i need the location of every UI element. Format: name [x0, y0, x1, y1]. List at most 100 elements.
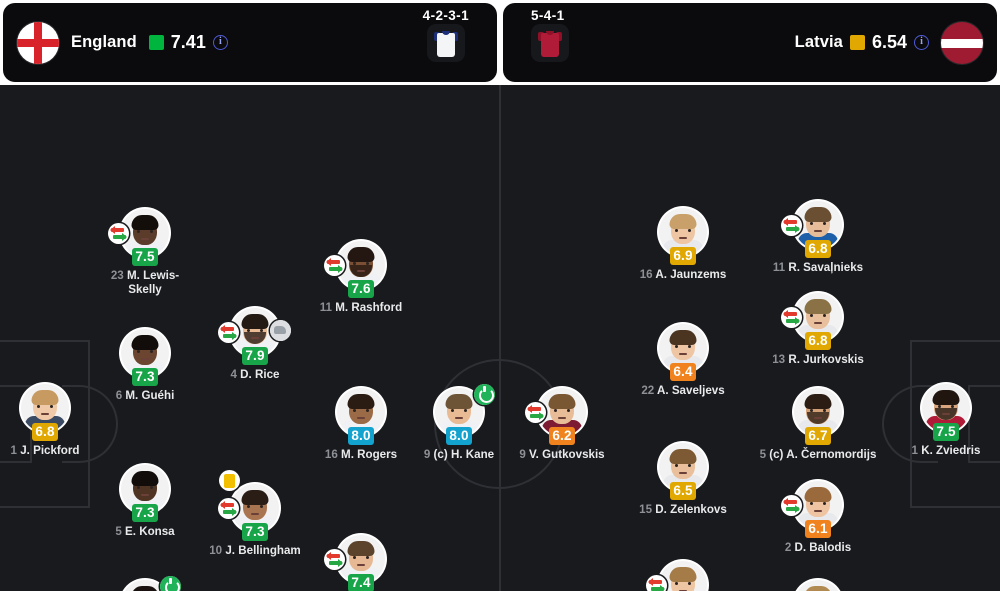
- player-card-a-jaunzems[interactable]: 6.9 16 A. Jaunzems: [623, 208, 743, 282]
- substitution-icon: [108, 223, 129, 244]
- avatar: [21, 384, 69, 432]
- player-name: 2 D. Balodis: [784, 541, 852, 554]
- player-rating: 7.6: [348, 280, 374, 298]
- home-rating-group: 7.41 i: [148, 32, 228, 53]
- england-flag-icon: [17, 21, 59, 64]
- avatar: [922, 384, 970, 432]
- home-formation: 4-2-3-1: [422, 8, 469, 23]
- player-name: 10 J. Bellingham: [209, 544, 301, 557]
- player-rating: 6.9: [670, 247, 696, 265]
- player-avatar-wrap[interactable]: ★8.4: [121, 576, 181, 591]
- player-card-m-rogers[interactable]: 8.0 16 M. Rogers: [301, 388, 421, 462]
- player-rating: 6.5: [670, 482, 696, 500]
- player-card-a-saveljevs[interactable]: 6.4 22 A. Saveljevs: [623, 324, 743, 398]
- player-card-m-gu-hi[interactable]: 7.3 6 M. Guéhi: [85, 329, 205, 403]
- player-card-r-jurkovskis[interactable]: 6.8 13 R. Jurkovskis: [758, 293, 878, 367]
- goal-icon: [160, 576, 181, 591]
- player-card-d-rice[interactable]: 7.9 4 D. Rice: [195, 308, 315, 382]
- player-card-a-ernomordijs[interactable]: 6.7 5 (c) A. Černomordijs: [758, 388, 878, 462]
- player-name: 1 J. Pickford: [10, 444, 80, 457]
- player-avatar-wrap[interactable]: 6.7: [794, 388, 842, 445]
- avatar: [121, 580, 169, 591]
- yellow-card-icon: [219, 470, 240, 491]
- halfway-line: [499, 85, 501, 591]
- player-number: 9: [423, 448, 431, 461]
- player-card-d-zelenkovs[interactable]: 6.5 15 D. Zelenkovs: [623, 443, 743, 517]
- player-card-m-rashford[interactable]: 7.6 11 M. Rashford: [301, 241, 421, 315]
- home-team-identity: England 7.41 i: [17, 3, 228, 82]
- player-number: 10: [209, 544, 223, 557]
- player-number: 11: [772, 261, 786, 274]
- player-number: 11: [319, 301, 333, 314]
- home-team-rating: 7.41: [170, 32, 206, 52]
- player-avatar-wrap[interactable]: 6.8: [781, 293, 842, 350]
- player-card-e-konsa[interactable]: 7.3 5 E. Konsa: [85, 465, 205, 539]
- player-avatar-wrap[interactable]: 6.4: [646, 561, 707, 591]
- avatar: [794, 580, 842, 591]
- player-avatar-wrap[interactable]: 6.2: [525, 388, 586, 445]
- player-card-j-bellingham[interactable]: 7.3 10 J. Bellingham: [195, 470, 315, 558]
- away-team-identity: Latvia 6.54 i: [795, 3, 983, 82]
- player-rating: 6.7: [805, 427, 831, 445]
- player-card-r-james[interactable]: ★8.43 R. James: [85, 576, 205, 591]
- player-card-j-bowen[interactable]: 7.420 J. Bowen: [301, 535, 421, 591]
- player-avatar-wrap[interactable]: 6.5: [659, 443, 707, 500]
- player-rating: 7.4: [348, 574, 374, 591]
- player-avatar-wrap[interactable]: 8.0: [435, 384, 495, 445]
- player-number: 13: [772, 353, 786, 366]
- player-card-k-zviedris[interactable]: 7.5 1 K. Zviedris: [886, 384, 1000, 458]
- player-avatar-wrap[interactable]: 6.4: [659, 324, 707, 381]
- player-card-d-balodis[interactable]: 6.1 2 D. Balodis: [758, 481, 878, 555]
- player-card-a-ciganiks[interactable]: 6.414 A. Ciganiks: [758, 580, 878, 591]
- player-avatar-wrap[interactable]: 7.3: [218, 470, 279, 541]
- player-card-j-ikaunieks[interactable]: 6.410 J. Ikaunieks: [623, 561, 743, 591]
- away-formation: 5-4-1: [531, 8, 565, 23]
- home-rating-color-chip: [148, 35, 164, 50]
- away-team-header[interactable]: 5-4-1 Latvia 6.54 i: [503, 3, 997, 82]
- player-card-j-pickford[interactable]: 6.8 1 J. Pickford: [0, 384, 105, 458]
- player-avatar-wrap[interactable]: 7.5: [922, 384, 970, 441]
- player-rating: 6.8: [805, 332, 831, 350]
- player-rating: 7.5: [933, 423, 959, 441]
- player-card-h-kane[interactable]: 8.0 9 (c) H. Kane: [399, 384, 519, 462]
- player-rating: 7.3: [132, 368, 158, 386]
- player-card-m-lewis-skelly[interactable]: 7.5 23 M. Lewis- Skelly: [85, 209, 205, 296]
- player-avatar-wrap[interactable]: 6.9: [659, 208, 707, 265]
- player-rating: 6.8: [805, 240, 831, 258]
- player-avatar-wrap[interactable]: 6.1: [781, 481, 842, 538]
- player-avatar-wrap[interactable]: 6.4: [794, 580, 842, 591]
- player-rating: 8.0: [348, 427, 374, 445]
- avatar: [659, 443, 707, 491]
- player-card-v-gutkovskis[interactable]: 6.2 9 V. Gutkovskis: [502, 388, 622, 462]
- avatar: [337, 388, 385, 436]
- info-icon[interactable]: i: [212, 35, 228, 50]
- player-name: 11 R. Savaļnieks: [772, 261, 864, 274]
- player-name: 15 D. Zelenkovs: [639, 503, 727, 516]
- player-card-r-sava-nieks[interactable]: 6.8 11 R. Savaļnieks: [758, 201, 878, 275]
- player-avatar-wrap[interactable]: 8.0: [337, 388, 385, 445]
- player-avatar-wrap[interactable]: 7.3: [121, 329, 169, 386]
- home-team-header[interactable]: England 7.41 i 4-2-3-1: [3, 3, 497, 82]
- player-avatar-wrap[interactable]: 6.8: [781, 201, 842, 258]
- player-avatar-wrap[interactable]: 7.3: [121, 465, 169, 522]
- info-icon[interactable]: i: [914, 35, 929, 50]
- player-rating: 7.9: [242, 347, 268, 365]
- away-team-name: Latvia: [794, 33, 843, 51]
- player-number: 1: [911, 444, 918, 457]
- player-avatar-wrap[interactable]: 7.6: [324, 241, 385, 298]
- player-number: 16: [324, 448, 338, 461]
- player-number: 15: [639, 503, 653, 516]
- player-avatar-wrap[interactable]: 7.5: [108, 209, 169, 266]
- home-team-name: England: [71, 33, 137, 51]
- player-avatar-wrap[interactable]: 6.8: [21, 384, 69, 441]
- player-rating: 6.1: [805, 520, 831, 538]
- player-name: 1 K. Zviedris: [911, 444, 981, 457]
- player-number: 16: [639, 268, 653, 281]
- player-avatar-wrap[interactable]: 7.9: [218, 308, 291, 365]
- player-number: 1: [10, 444, 17, 457]
- substitution-icon: [781, 495, 802, 516]
- player-name: 5 E. Konsa: [115, 525, 175, 538]
- player-name: 22 A. Saveljevs: [641, 384, 725, 397]
- player-avatar-wrap[interactable]: 7.4: [324, 535, 385, 591]
